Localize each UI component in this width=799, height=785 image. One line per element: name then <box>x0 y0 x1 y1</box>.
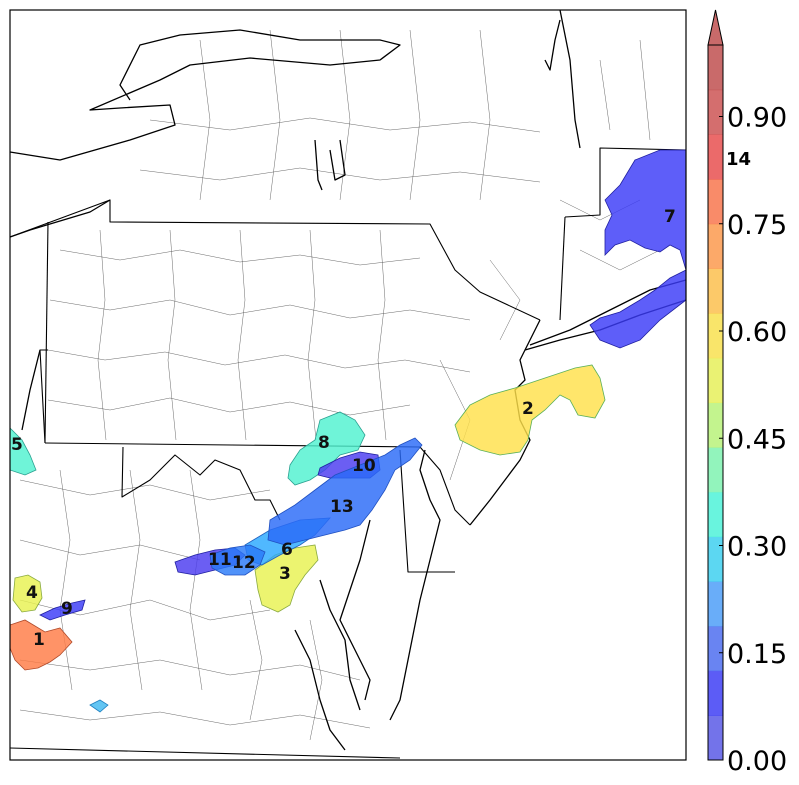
region-label: 6 <box>281 540 293 560</box>
region-label: 12 <box>232 553 256 573</box>
colorbar-segment <box>708 491 723 538</box>
region-label: 11 <box>208 550 232 570</box>
region-label: 1 <box>33 630 45 650</box>
colorbar-segment <box>708 179 723 225</box>
colorbar-tick-label: 0.00 <box>727 746 787 777</box>
colorbar-segment <box>708 670 723 716</box>
region-4-shape <box>12 574 43 613</box>
colorbar-segment <box>708 447 723 493</box>
colorbar: 0.00 0.15 0.30 0.45 0.60 0.75 0.90 14 <box>707 9 787 777</box>
region-13-shape <box>267 437 423 546</box>
colorbar-extend-arrow <box>707 9 724 46</box>
colorbar-tick-label: 0.60 <box>727 317 787 348</box>
region-label: 7 <box>664 207 676 227</box>
colorbar-segments <box>708 45 723 761</box>
region-label: 3 <box>279 564 291 584</box>
region-9-shape <box>39 599 86 621</box>
small-region-shape <box>89 699 109 713</box>
colorbar-tick-label: 0.15 <box>727 639 787 670</box>
colorbar-segment <box>708 402 723 448</box>
region-8-shape <box>287 411 366 486</box>
region-label: 13 <box>330 497 354 517</box>
colorbar-tick-label: 0.90 <box>727 103 787 134</box>
region-label: 2 <box>522 399 534 419</box>
map-frame <box>9 9 687 761</box>
colorbar-tick-label: 0.75 <box>727 210 787 241</box>
colorbar-segment <box>708 715 723 761</box>
county-lines <box>19 29 661 741</box>
colorbar-frame <box>707 44 724 761</box>
colorbar-tick-label: 0.30 <box>727 532 787 563</box>
region-1-shape <box>9 619 73 671</box>
colorbar-tick-label: 0.45 <box>727 424 787 455</box>
region-label: 10 <box>352 456 376 476</box>
region-labels: 1 2 3 4 5 6 7 8 9 10 11 12 13 <box>11 207 676 650</box>
colorbar-segment <box>708 625 723 672</box>
colorbar-segment <box>708 89 723 135</box>
region-label: 5 <box>11 435 23 455</box>
colorbar-segment <box>708 45 723 91</box>
region-label: 9 <box>61 599 73 619</box>
region-12-shape <box>209 544 266 576</box>
regions <box>9 149 687 713</box>
region-2-shape <box>454 364 606 456</box>
coastlines <box>9 9 687 751</box>
colorbar-segment <box>708 313 723 359</box>
colorbar-segment <box>708 268 723 314</box>
colorbar-segment <box>708 134 723 180</box>
region-label: 8 <box>318 433 330 453</box>
colorbar-segment <box>708 357 723 403</box>
colorbar-segment <box>708 223 723 269</box>
colorbar-segment <box>708 536 723 582</box>
colorbar-ticks: 0.00 0.15 0.30 0.45 0.60 0.75 0.90 <box>719 103 787 777</box>
colorbar-segment <box>708 581 723 627</box>
colorbar-annotation: 14 <box>726 149 751 170</box>
region-label: 4 <box>26 583 38 603</box>
basemap <box>9 9 687 759</box>
